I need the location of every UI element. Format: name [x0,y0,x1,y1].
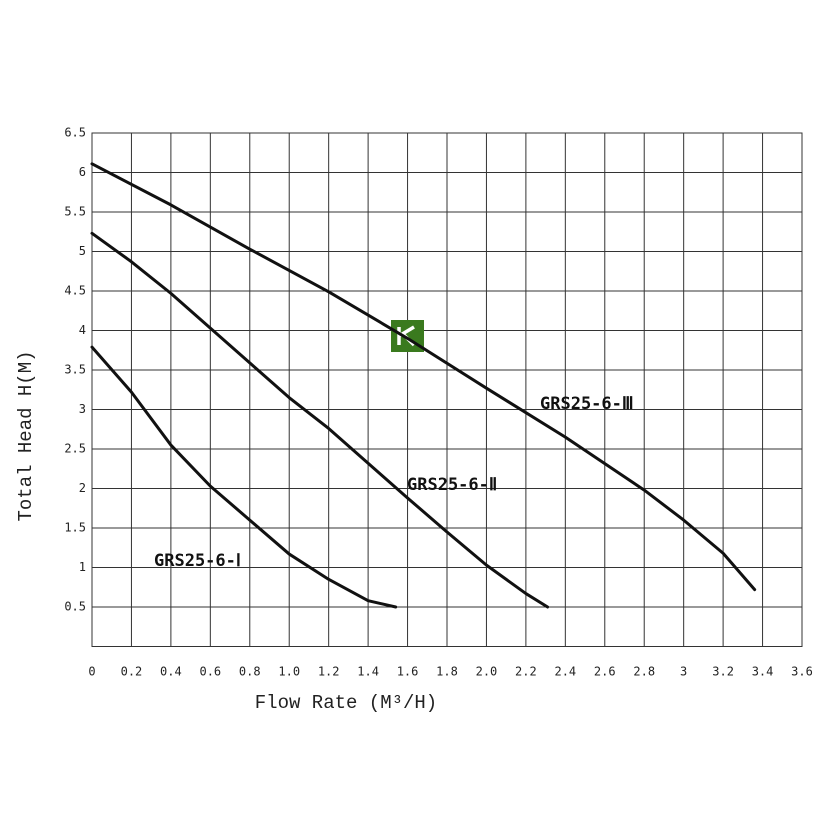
x-tick-label: 3.4 [752,665,774,679]
x-tick-label: 2.0 [476,665,498,679]
y-tick-label: 6.5 [64,126,86,140]
series-line [90,345,398,609]
y-tick-label: 5 [79,244,86,258]
x-tick-label: 1.4 [357,665,379,679]
y-tick-label: 6 [79,165,86,179]
x-tick-label: 1.6 [397,665,419,679]
x-tick-label: 1.0 [278,665,300,679]
y-tick-label: 3.5 [64,363,86,377]
x-tick-label: 3.2 [712,665,734,679]
x-tick-label: 3.6 [791,665,813,679]
x-tick-label: 1.2 [318,665,340,679]
x-tick-label: 0 [88,665,95,679]
y-tick-label: 3 [79,402,86,416]
y-axis-label: Total Head H(M) [15,350,37,521]
y-tick-label: 1 [79,560,86,574]
y-tick-label: 4.5 [64,284,86,298]
x-axis-label: Flow Rate (M³/H) [255,692,437,714]
series-label: GRS25-6-Ⅱ [407,475,497,495]
x-tick-label: 2.4 [554,665,576,679]
x-tick-label: 0.2 [121,665,143,679]
x-tick-label: 1.8 [436,665,458,679]
x-tick-label: 2.2 [515,665,537,679]
x-tick-label: 0.6 [199,665,221,679]
series-label: GRS25-6-Ⅰ [154,551,241,571]
y-tick-label: 2.5 [64,442,86,456]
x-tick-label: 2.8 [633,665,655,679]
y-tick-label: 2 [79,481,86,495]
y-tick-label: 1.5 [64,521,86,535]
series-line [90,231,550,609]
x-tick-label: 0.8 [239,665,261,679]
x-tick-label: 2.6 [594,665,616,679]
y-tick-label: 5.5 [64,205,86,219]
plot-frame [91,132,803,647]
y-tick-label: 0.5 [64,600,86,614]
y-tick-label: 4 [79,323,86,337]
x-tick-label: 3 [680,665,687,679]
series-label: GRS25-6-Ⅲ [540,394,634,414]
x-tick-label: 0.4 [160,665,182,679]
series-line [90,162,757,592]
